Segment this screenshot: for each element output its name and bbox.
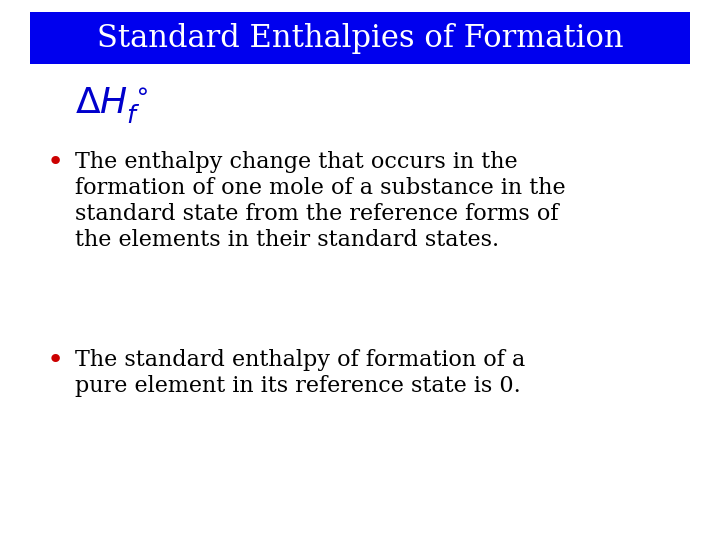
Text: Standard Enthalpies of Formation: Standard Enthalpies of Formation <box>96 23 624 53</box>
Bar <box>30 12 690 64</box>
Text: The enthalpy change that occurs in the: The enthalpy change that occurs in the <box>75 151 518 173</box>
Text: the elements in their standard states.: the elements in their standard states. <box>75 229 499 251</box>
Text: The standard enthalpy of formation of a: The standard enthalpy of formation of a <box>75 349 526 371</box>
Text: •: • <box>46 346 63 374</box>
Text: •: • <box>46 148 63 176</box>
Text: $\Delta H_f^\circ$: $\Delta H_f^\circ$ <box>75 85 148 125</box>
Text: formation of one mole of a substance in the: formation of one mole of a substance in … <box>75 177 566 199</box>
Text: standard state from the reference forms of: standard state from the reference forms … <box>75 203 559 225</box>
Text: pure element in its reference state is 0.: pure element in its reference state is 0… <box>75 375 521 397</box>
